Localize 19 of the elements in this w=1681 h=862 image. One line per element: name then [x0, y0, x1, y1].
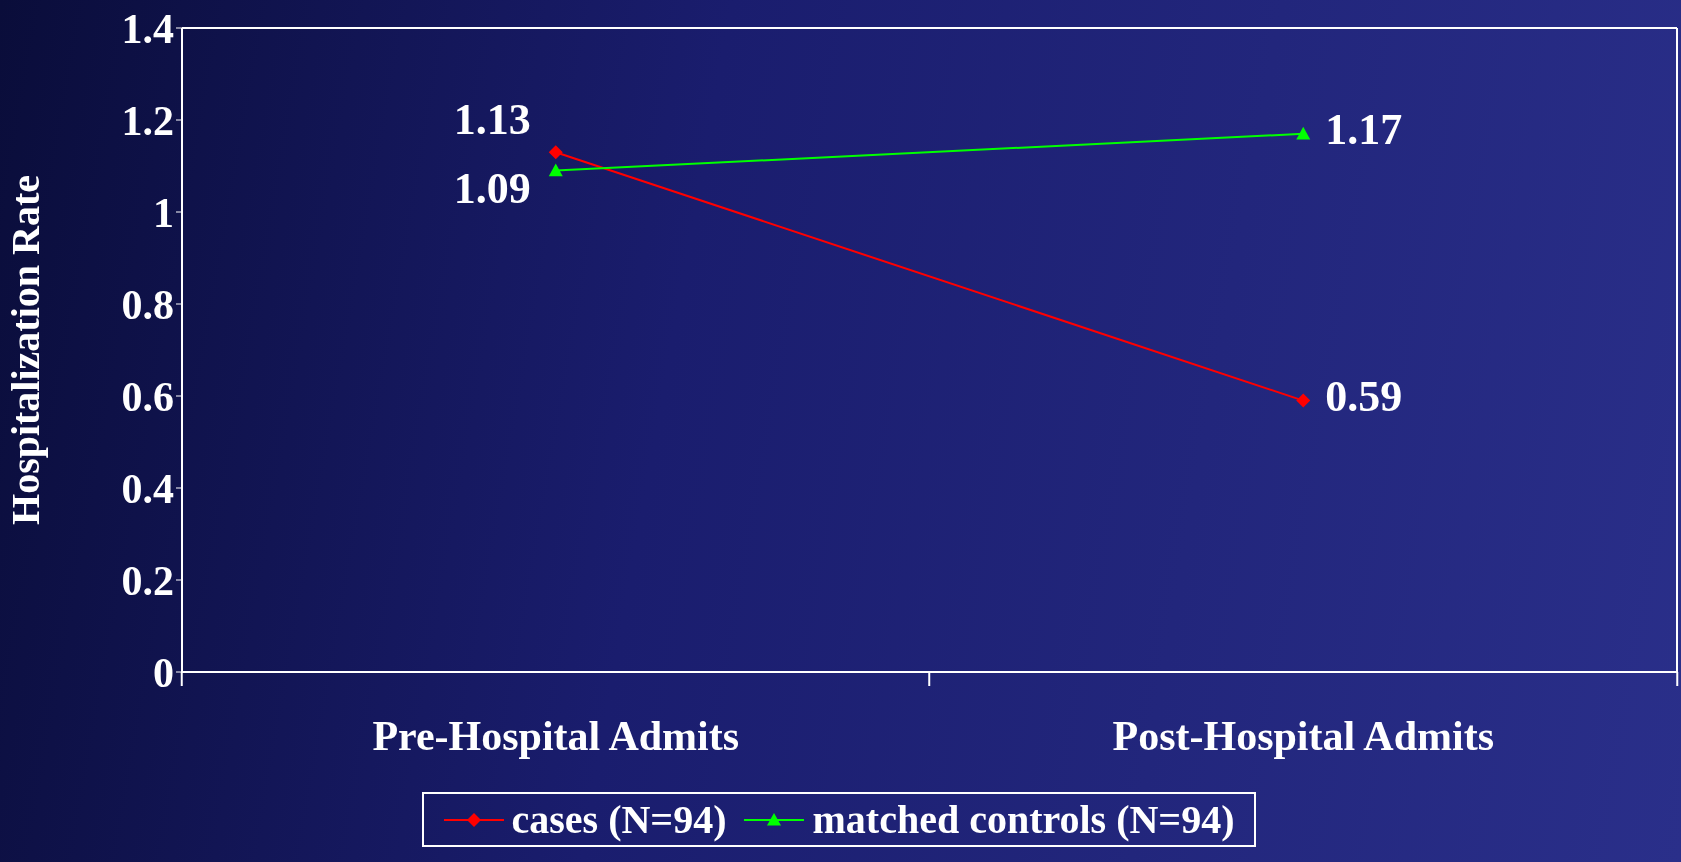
data-label: 1.09: [453, 163, 531, 213]
point: [548, 145, 563, 160]
y-tick-label: 0.2: [121, 557, 174, 604]
y-tick-label: 0: [153, 649, 174, 696]
point: [1296, 393, 1311, 408]
x-tick-label: Pre-Hospital Admits: [372, 713, 740, 759]
y-tick-label: 1.2: [121, 97, 174, 144]
data-label: 1.17: [1325, 104, 1403, 154]
y-tick-label: 0.6: [121, 373, 174, 420]
x-tick-label: Post-Hospital Admits: [1112, 713, 1495, 759]
data-label: 0.59: [1325, 371, 1403, 421]
y-tick-label: 0.8: [121, 281, 174, 328]
data-label: 1.13: [453, 95, 531, 145]
y-tick-label: 1.4: [121, 5, 174, 52]
y-axis-title: Hospitalization Rate: [3, 175, 49, 525]
legend-label: matched controls (N=94): [812, 796, 1235, 843]
y-tick-label: 0.4: [121, 465, 174, 512]
legend-label: cases (N=94): [511, 796, 727, 843]
y-tick-label: 1: [153, 189, 174, 236]
